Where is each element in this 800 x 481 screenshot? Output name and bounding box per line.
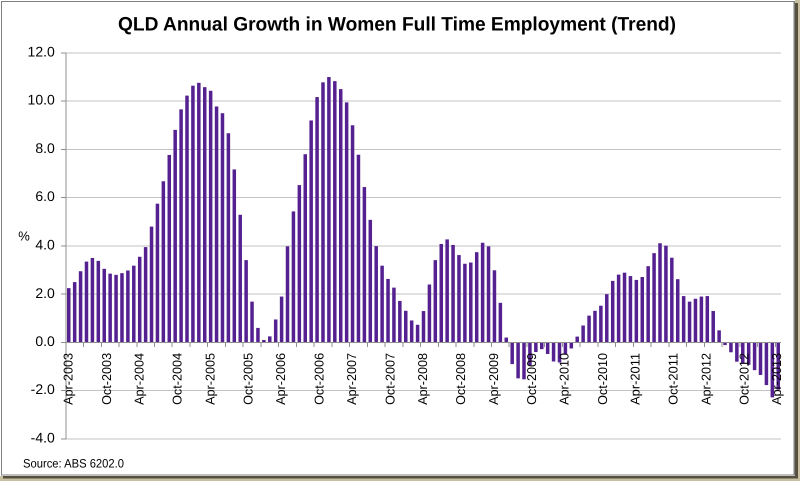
svg-text:QLD Annual Growth in Women Ful: QLD Annual Growth in Women Full Time Emp… bbox=[118, 14, 676, 36]
svg-text:%: % bbox=[18, 229, 30, 244]
svg-text:Source: ABS 6202.0: Source: ABS 6202.0 bbox=[23, 456, 124, 470]
svg-text:Apr-2009: Apr-2009 bbox=[486, 353, 501, 405]
svg-text:12.0: 12.0 bbox=[28, 44, 55, 60]
svg-text:-2.0: -2.0 bbox=[31, 381, 55, 397]
svg-text:2.0: 2.0 bbox=[35, 285, 55, 301]
svg-text:Apr-2007: Apr-2007 bbox=[344, 353, 359, 405]
svg-text:10.0: 10.0 bbox=[28, 92, 55, 108]
svg-text:0.0: 0.0 bbox=[35, 333, 55, 349]
svg-text:Apr-2012: Apr-2012 bbox=[698, 353, 713, 405]
svg-text:Apr-2004: Apr-2004 bbox=[131, 353, 146, 405]
svg-text:Oct-2012: Oct-2012 bbox=[737, 353, 752, 405]
svg-text:6.0: 6.0 bbox=[35, 188, 55, 204]
svg-text:Oct-2009: Oct-2009 bbox=[524, 353, 539, 405]
svg-text:Oct-2004: Oct-2004 bbox=[170, 353, 185, 405]
svg-text:Oct-2011: Oct-2011 bbox=[666, 353, 681, 405]
svg-text:Oct-2008: Oct-2008 bbox=[453, 353, 468, 405]
svg-text:8.0: 8.0 bbox=[35, 140, 55, 156]
svg-text:Apr-2005: Apr-2005 bbox=[202, 353, 217, 405]
svg-text:Apr-2011: Apr-2011 bbox=[627, 353, 642, 405]
svg-text:Apr-2008: Apr-2008 bbox=[415, 353, 430, 405]
svg-text:Apr-2013: Apr-2013 bbox=[769, 353, 784, 405]
svg-text:Oct-2005: Oct-2005 bbox=[241, 353, 256, 405]
svg-text:Oct-2006: Oct-2006 bbox=[311, 353, 326, 405]
svg-text:Apr-2003: Apr-2003 bbox=[61, 353, 76, 405]
svg-text:Oct-2007: Oct-2007 bbox=[382, 353, 397, 405]
svg-text:Oct-2010: Oct-2010 bbox=[595, 353, 610, 405]
svg-text:Apr-2010: Apr-2010 bbox=[557, 353, 572, 405]
svg-text:4.0: 4.0 bbox=[35, 237, 55, 253]
svg-text:-4.0: -4.0 bbox=[31, 430, 55, 446]
svg-text:Oct-2003: Oct-2003 bbox=[99, 353, 114, 405]
svg-text:Apr-2006: Apr-2006 bbox=[273, 353, 288, 405]
